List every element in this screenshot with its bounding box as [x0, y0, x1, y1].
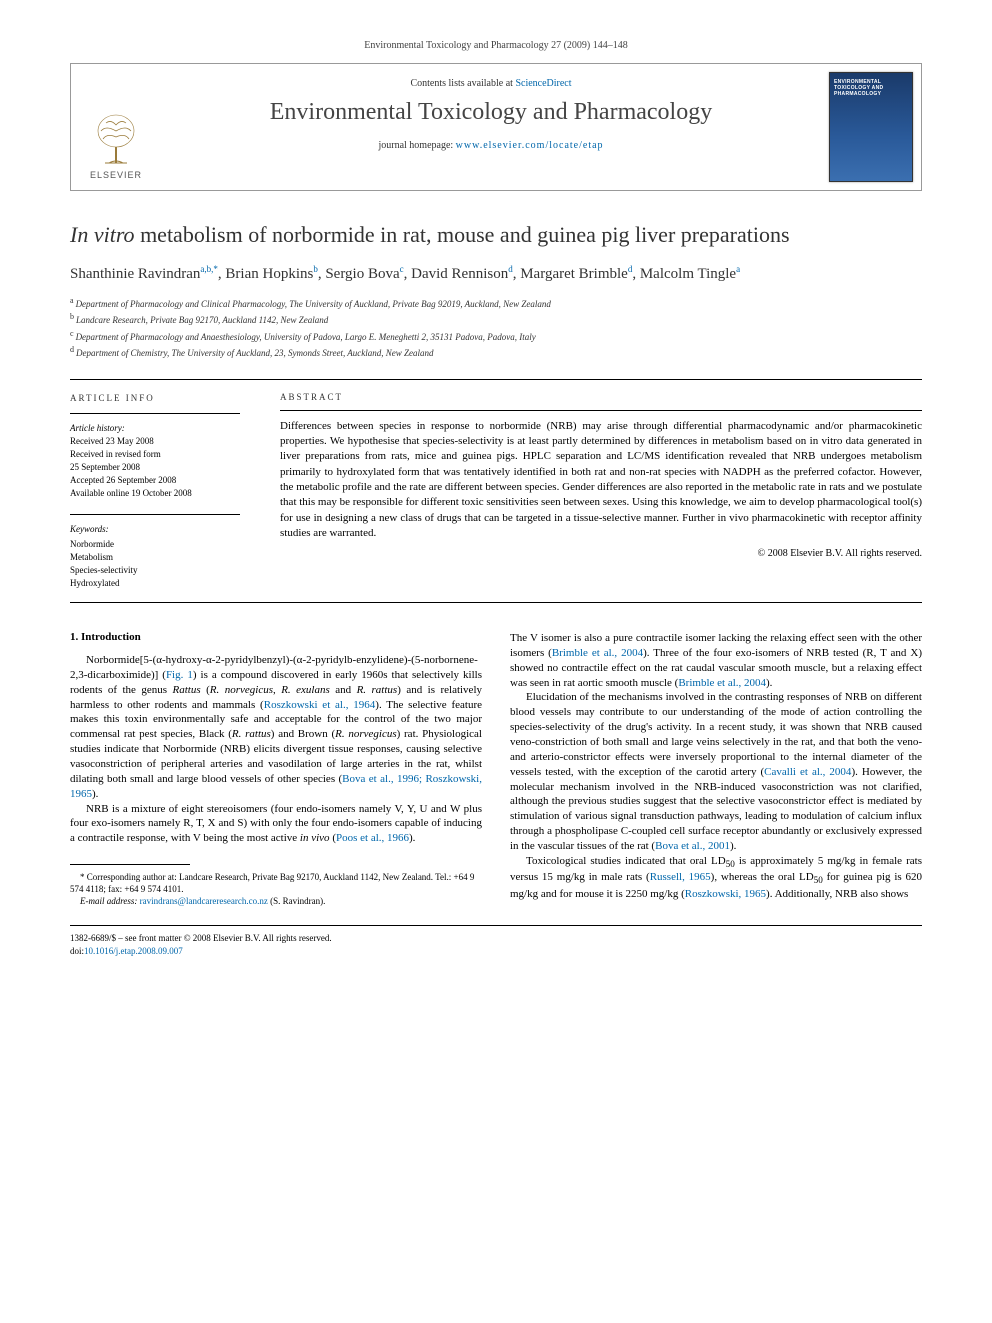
- footnote-separator: [70, 864, 190, 865]
- article-info-label: ARTICLE INFO: [70, 392, 240, 405]
- history-received: Received 23 May 2008: [70, 435, 240, 448]
- publisher-logo-cell: ELSEVIER: [71, 64, 161, 190]
- abstract-text: Differences between species in response …: [280, 419, 922, 542]
- affiliation: a Department of Pharmacology and Clinica…: [70, 295, 922, 312]
- page-footer: 1382-6689/$ – see front matter © 2008 El…: [70, 932, 922, 957]
- journal-title: Environmental Toxicology and Pharmacolog…: [171, 99, 811, 126]
- article-info-column: ARTICLE INFO Article history: Received 2…: [70, 380, 250, 603]
- history-revised-label: Received in revised form: [70, 448, 240, 461]
- intro-para-4: Elucidation of the mechanisms involved i…: [510, 690, 922, 853]
- author-list: Shanthinie Ravindrana,b,*, Brian Hopkins…: [70, 263, 922, 285]
- article-title: In vitro metabolism of norbormide in rat…: [70, 221, 922, 249]
- author: Sergio Bova: [325, 266, 399, 282]
- publisher-name: ELSEVIER: [90, 170, 142, 180]
- section-1-heading: 1. Introduction: [70, 631, 482, 643]
- title-italic-part: In vitro: [70, 222, 135, 247]
- affiliation-list: a Department of Pharmacology and Clinica…: [70, 295, 922, 361]
- author: David Rennison: [411, 266, 508, 282]
- cite-roszkowski-1964[interactable]: Roszkowski et al., 1964: [264, 699, 376, 711]
- right-column: The V isomer is also a pure contractile …: [510, 631, 922, 907]
- body-two-columns: 1. Introduction Norbormide[5-(α-hydroxy-…: [70, 631, 922, 907]
- contents-available-line: Contents lists available at ScienceDirec…: [171, 78, 811, 89]
- abstract-copyright: © 2008 Elsevier B.V. All rights reserved…: [280, 548, 922, 559]
- intro-para-5: Toxicological studies indicated that ora…: [510, 854, 922, 902]
- cite-poos-1966[interactable]: Poos et al., 1966: [336, 832, 409, 844]
- keywords-label: Keywords:: [70, 523, 240, 536]
- sciencedirect-link[interactable]: ScienceDirect: [515, 78, 571, 89]
- journal-cover-cell: ENVIRONMENTAL TOXICOLOGY AND PHARMACOLOG…: [821, 64, 921, 190]
- author: Shanthinie Ravindran: [70, 266, 200, 282]
- history-online: Available online 19 October 2008: [70, 487, 240, 500]
- author-affil-sup: a,b,*: [200, 264, 218, 274]
- intro-para-1: Norbormide[5-(α-hydroxy-α-2-pyridylbenzy…: [70, 653, 482, 801]
- article-history: Article history: Received 23 May 2008 Re…: [70, 422, 240, 500]
- cover-title-text: ENVIRONMENTAL TOXICOLOGY AND PHARMACOLOG…: [834, 79, 908, 97]
- elsevier-tree-icon: [91, 113, 141, 168]
- keyword: Species-selectivity: [70, 564, 240, 577]
- abstract-column: ABSTRACT Differences between species in …: [280, 380, 922, 603]
- author: Brian Hopkins: [225, 266, 313, 282]
- affiliation: d Department of Chemistry, The Universit…: [70, 344, 922, 361]
- journal-header: ELSEVIER Contents lists available at Sci…: [70, 63, 922, 191]
- doi-line: doi:10.1016/j.etap.2008.09.007: [70, 945, 922, 958]
- corresponding-author-footnote: * Corresponding author at: Landcare Rese…: [70, 871, 482, 895]
- left-column: 1. Introduction Norbormide[5-(α-hydroxy-…: [70, 631, 482, 907]
- keyword: Metabolism: [70, 551, 240, 564]
- author: Margaret Brimble: [520, 266, 628, 282]
- running-head-citation: Environmental Toxicology and Pharmacolog…: [70, 40, 922, 51]
- elsevier-logo: ELSEVIER: [81, 100, 151, 180]
- keywords-block: Keywords: NorbormideMetabolismSpecies-se…: [70, 523, 240, 590]
- keyword: Norbormide: [70, 538, 240, 551]
- doi-link[interactable]: 10.1016/j.etap.2008.09.007: [84, 946, 183, 956]
- author-affil-sup: b: [313, 264, 318, 274]
- keywords-rule: [70, 514, 240, 515]
- author-affil-sup: c: [400, 264, 404, 274]
- intro-para-3: The V isomer is also a pure contractile …: [510, 631, 922, 690]
- journal-homepage-link[interactable]: www.elsevier.com/locate/etap: [456, 140, 604, 151]
- history-revised-date: 25 September 2008: [70, 461, 240, 474]
- footer-rule: [70, 925, 922, 926]
- cite-russell-1965[interactable]: Russell, 1965: [650, 871, 711, 883]
- contents-prefix: Contents lists available at: [410, 78, 515, 89]
- journal-cover-thumb: ENVIRONMENTAL TOXICOLOGY AND PHARMACOLOG…: [829, 72, 913, 182]
- issn-line: 1382-6689/$ – see front matter © 2008 El…: [70, 932, 922, 945]
- history-accepted: Accepted 26 September 2008: [70, 474, 240, 487]
- history-label: Article history:: [70, 422, 240, 435]
- cite-bova-2001[interactable]: Bova et al., 2001: [655, 840, 730, 852]
- abstract-rule: [280, 410, 922, 411]
- abstract-label: ABSTRACT: [280, 392, 922, 402]
- homepage-prefix: journal homepage:: [378, 140, 455, 151]
- keyword: Hydroxylated: [70, 577, 240, 590]
- cite-brimble-2004a[interactable]: Brimble et al., 2004: [552, 647, 643, 659]
- cite-brimble-2004b[interactable]: Brimble et al., 2004: [678, 677, 766, 689]
- email-who: (S. Ravindran).: [270, 896, 325, 906]
- author: Malcolm Tingle: [640, 266, 736, 282]
- affiliation: b Landcare Research, Private Bag 92170, …: [70, 311, 922, 328]
- author-affil-sup: a: [736, 264, 740, 274]
- journal-header-center: Contents lists available at ScienceDirec…: [161, 64, 821, 190]
- email-footnote: E-mail address: ravindrans@landcareresea…: [70, 895, 482, 907]
- cite-roszkowski-1965[interactable]: Roszkowski, 1965: [685, 888, 766, 900]
- info-rule: [70, 413, 240, 414]
- email-label: E-mail address:: [80, 896, 137, 906]
- corr-author-email-link[interactable]: ravindrans@landcareresearch.co.nz: [140, 896, 268, 906]
- fig-1-link[interactable]: Fig. 1: [166, 669, 193, 681]
- article-meta-row: ARTICLE INFO Article history: Received 2…: [70, 379, 922, 604]
- title-rest: metabolism of norbormide in rat, mouse a…: [135, 222, 790, 247]
- affiliation: c Department of Pharmacology and Anaesth…: [70, 328, 922, 345]
- cite-cavalli-2004[interactable]: Cavalli et al., 2004: [764, 766, 851, 778]
- intro-para-2: NRB is a mixture of eight stereoisomers …: [70, 802, 482, 847]
- journal-homepage-line: journal homepage: www.elsevier.com/locat…: [171, 140, 811, 151]
- author-affil-sup: d: [508, 264, 513, 274]
- author-affil-sup: d: [628, 264, 633, 274]
